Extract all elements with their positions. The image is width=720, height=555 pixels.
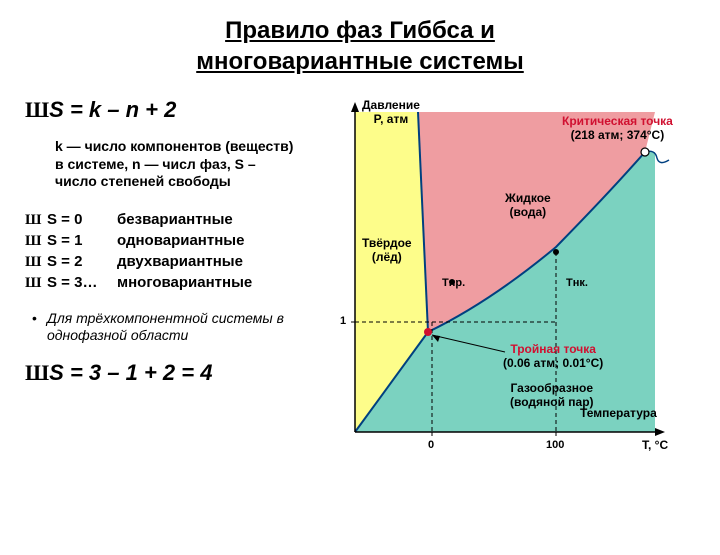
list-item: ШS = 1одновариантные [25, 232, 300, 250]
formula-description: k — число компонентов (веществ) в систем… [25, 138, 300, 191]
x-tick-100: 100 [546, 439, 564, 451]
liquid-region-label: Жидкое(вода) [505, 192, 551, 218]
y-tick-1: 1 [340, 315, 346, 327]
variants-list: ШS = 0безвариантные ШS = 1одновариантные… [25, 211, 300, 292]
phase-diagram: ДавлениеP, атм Критическая точка(218 атм… [300, 97, 695, 477]
note-text: •Для трёхкомпонентной системы в однофазн… [25, 310, 300, 345]
title-line2: многовариантные системы [196, 48, 524, 75]
gas-region-label: Газообразное(водяной пар) [510, 382, 594, 408]
x-tick-0: 0 [428, 439, 434, 451]
list-item: ШS = 2двухвариантные [25, 253, 300, 271]
example-formula: ШS = 3 – 1 + 2 = 4 [25, 360, 300, 386]
t-melt-label: Tпр. [442, 277, 465, 289]
list-item: ШS = 3…многовариантные [25, 274, 300, 292]
x-axis-label: Температура [580, 407, 655, 420]
triple-point-label: Тройная точка(0.06 атм; 0.01°C) [503, 343, 603, 369]
critical-point-label: Критическая точка(218 атм; 374°C) [562, 115, 673, 141]
title-line1: Правило фаз Гиббса и [225, 17, 495, 44]
list-item: ШS = 0безвариантные [25, 211, 300, 229]
solid-region-label: Твёрдое(лёд) [362, 237, 412, 263]
text-panel: ШS = k – n + 2 k — число компонентов (ве… [0, 97, 300, 477]
main-formula: ШS = k – n + 2 [25, 97, 300, 123]
y-axis-label: ДавлениеP, атм [362, 99, 420, 125]
t-boil-label: Tнк. [566, 277, 588, 289]
x-axis-unit: T, °C [642, 439, 668, 452]
